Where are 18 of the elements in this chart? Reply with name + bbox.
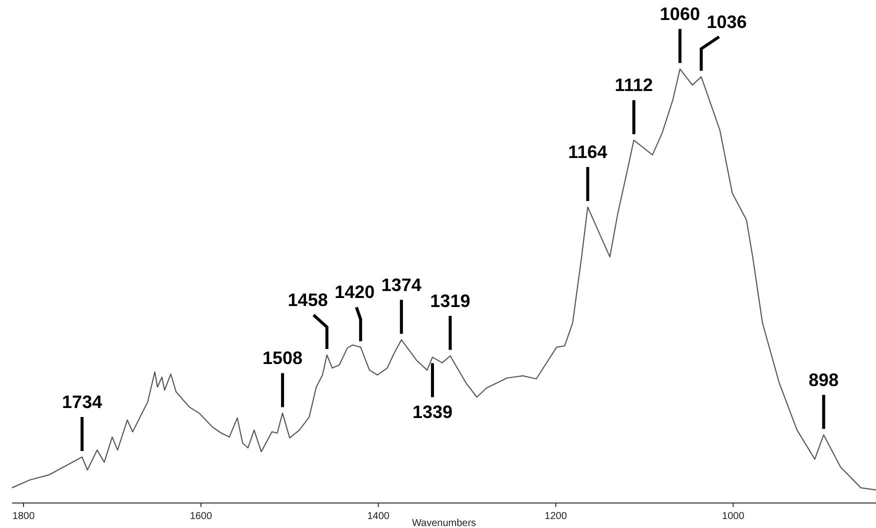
annotation: 1734 [62,392,102,412]
x-tick-label: 1200 [544,511,568,522]
annotation: 1319 [430,290,470,311]
annotation: 1458 [288,290,328,310]
annotation: 898 [808,370,839,390]
annotation: 1060 [660,4,700,24]
annotation: 1374 [381,274,422,295]
annotation: 1339 [412,402,452,422]
annotation: 1112 [614,75,653,96]
annotation: 1036 [706,12,747,32]
annotation: 1508 [262,348,303,368]
x-tick-label: 1600 [190,511,213,522]
x-tick-label: 1400 [367,511,390,522]
x-tick-label: 1800 [12,511,36,522]
x-tick-label: 1000 [722,511,745,522]
annotation: 1164 [568,142,608,162]
annotation: 1420 [334,282,375,302]
x-axis-title: Wavenumbers [412,518,476,528]
